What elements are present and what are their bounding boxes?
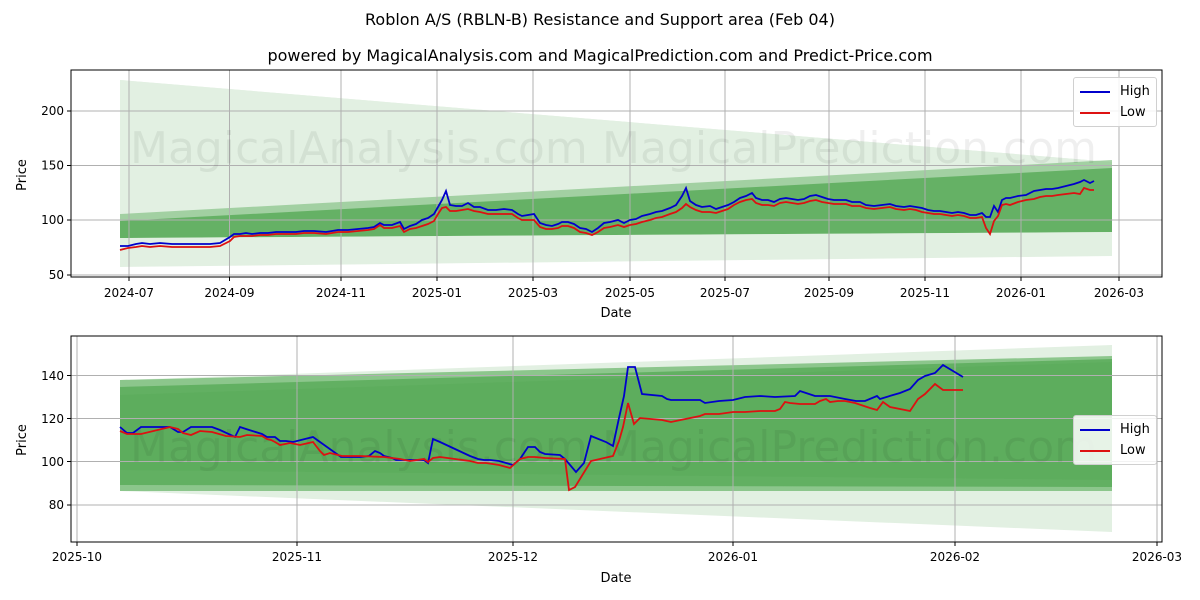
legend-label-high: High (1120, 422, 1150, 437)
y-tick-label: 120 (41, 412, 64, 426)
watermark-analysis: MagicalAnalysis.com (130, 123, 588, 174)
top-low-line (119, 186, 1094, 251)
x-tick-label: 2026-01 (708, 550, 758, 564)
watermark-prediction: MagicalPrediction.com (602, 123, 1097, 174)
top-y-axis-label: Price (15, 159, 30, 191)
x-tick-label: 2026-03 (1132, 550, 1182, 564)
legend-item-high: High (1080, 81, 1150, 102)
y-tick-label: 80 (49, 498, 64, 512)
high-swatch-icon (1080, 90, 1110, 93)
chart-subtitle: powered by MagicalAnalysis.com and Magic… (267, 46, 933, 65)
y-tick-label: 150 (41, 159, 64, 173)
x-tick-label: 2024-11 (316, 286, 366, 300)
top-chart: MagicalAnalysis.com MagicalPrediction.co… (15, 69, 1163, 321)
x-tick-label: 2025-11 (272, 550, 322, 564)
low-swatch-icon (1080, 111, 1110, 114)
legend-label-low: Low (1120, 443, 1146, 458)
y-tick-label: 200 (41, 104, 64, 118)
top-axes-frame (70, 69, 1163, 278)
x-tick-label: 2025-09 (804, 286, 854, 300)
x-tick-label: 2025-07 (700, 286, 750, 300)
bottom-low-line (119, 382, 963, 492)
y-tick-label: 100 (41, 213, 64, 227)
x-tick-label: 2026-03 (1094, 286, 1144, 300)
legend-item-low: Low (1080, 440, 1150, 461)
x-tick-label: 2026-02 (930, 550, 980, 564)
y-tick-label: 140 (41, 369, 64, 383)
legend-label-low: Low (1120, 105, 1146, 120)
x-tick-label: 2024-09 (204, 286, 254, 300)
x-tick-label: 2025-01 (412, 286, 462, 300)
top-x-axis-label: Date (600, 306, 631, 321)
legend-item-high: High (1080, 419, 1150, 440)
top-y-tick-labels: 200 150 100 50 (41, 104, 64, 282)
x-tick-label: 2025-12 (488, 550, 538, 564)
bottom-y-tick-labels: 140 120 100 80 (41, 369, 64, 512)
watermark-prediction: MagicalPrediction.com (602, 422, 1097, 473)
watermark-analysis: MagicalAnalysis.com (130, 422, 588, 473)
bottom-x-axis-label: Date (600, 571, 631, 586)
top-high-line (120, 178, 1095, 247)
y-tick-label: 50 (49, 268, 64, 282)
top-gridlines (71, 70, 1162, 277)
low-swatch-icon (1080, 449, 1110, 452)
bottom-chart: MagicalAnalysis.com MagicalPrediction.co… (15, 335, 1182, 586)
high-swatch-icon (1080, 428, 1110, 431)
x-tick-label: 2025-05 (605, 286, 655, 300)
bottom-x-tick-labels: 2025-10 2025-11 2025-12 2026-01 2026-02 … (52, 550, 1182, 564)
bottom-axes-frame (70, 335, 1163, 543)
legend-item-low: Low (1080, 102, 1150, 123)
bottom-high-line (119, 363, 964, 474)
x-tick-label: 2025-11 (900, 286, 950, 300)
legend-label-high: High (1120, 84, 1150, 99)
x-tick-label: 2026-01 (996, 286, 1046, 300)
x-tick-label: 2025-10 (52, 550, 102, 564)
x-tick-label: 2024-07 (104, 286, 154, 300)
bottom-y-axis-label: Price (15, 424, 30, 456)
bottom-gridlines (71, 336, 1162, 542)
top-x-tick-labels: 2024-07 2024-09 2024-11 2025-01 2025-03 … (104, 286, 1144, 300)
chart-title: Roblon A/S (RBLN-B) Resistance and Suppo… (365, 10, 835, 29)
bottom-legend: High Low (1073, 415, 1157, 465)
y-tick-label: 100 (41, 455, 64, 469)
x-tick-label: 2025-03 (508, 286, 558, 300)
top-legend: High Low (1073, 77, 1157, 127)
